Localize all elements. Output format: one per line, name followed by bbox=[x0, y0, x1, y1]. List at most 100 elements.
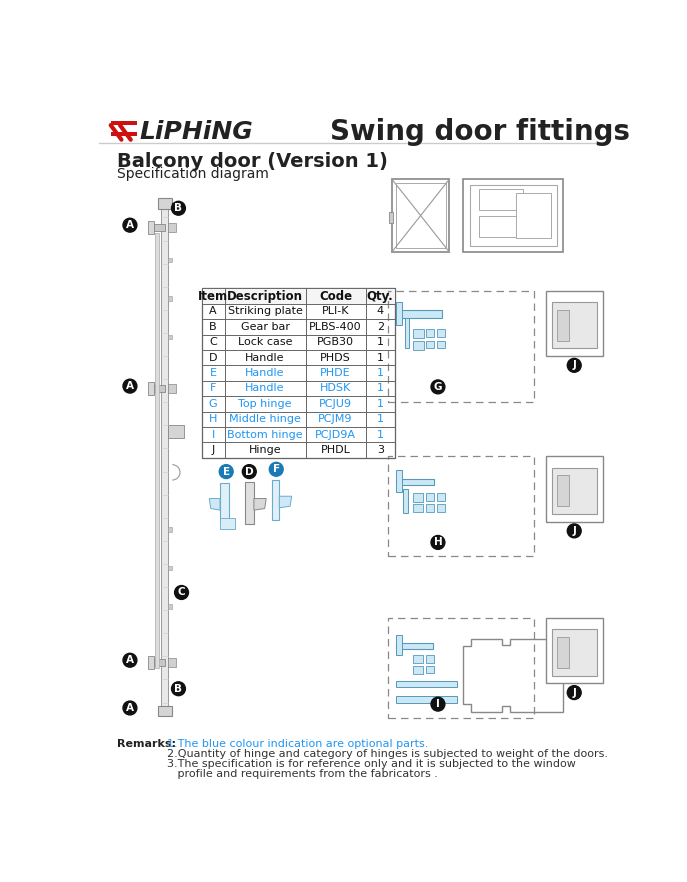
Bar bbox=[517, 193, 551, 238]
Bar bbox=[396, 635, 402, 654]
Text: 1: 1 bbox=[376, 399, 384, 409]
Text: 2.Quantity of hinge and category of hinges is subjected to weight of the doors.: 2.Quantity of hinge and category of hing… bbox=[167, 749, 608, 759]
Bar bbox=[148, 221, 154, 234]
Bar bbox=[396, 310, 442, 318]
Bar bbox=[463, 179, 563, 252]
Text: PGB30: PGB30 bbox=[317, 337, 354, 348]
Text: LiPHiNG: LiPHiNG bbox=[140, 120, 254, 144]
Bar bbox=[479, 216, 523, 236]
Text: Qty.: Qty. bbox=[367, 289, 394, 303]
Circle shape bbox=[243, 465, 256, 479]
Bar bbox=[545, 456, 603, 521]
Text: A: A bbox=[126, 703, 134, 713]
Text: PLBS-400: PLBS-400 bbox=[309, 322, 362, 332]
Text: 4: 4 bbox=[376, 306, 384, 317]
Bar bbox=[111, 132, 137, 136]
Bar bbox=[148, 656, 154, 669]
Text: G: G bbox=[433, 382, 442, 392]
Text: 1: 1 bbox=[376, 415, 384, 424]
Bar bbox=[437, 504, 445, 512]
Text: B: B bbox=[174, 203, 183, 213]
Circle shape bbox=[123, 218, 137, 232]
Bar bbox=[479, 189, 523, 210]
Text: PHDL: PHDL bbox=[321, 445, 350, 455]
Text: PCJD9A: PCJD9A bbox=[315, 430, 356, 439]
Text: F: F bbox=[210, 384, 216, 393]
Text: Middle hinge: Middle hinge bbox=[229, 415, 301, 424]
Text: PHDE: PHDE bbox=[320, 368, 351, 378]
Circle shape bbox=[123, 654, 137, 667]
Text: 1.The blue colour indication are optional parts.: 1.The blue colour indication are optiona… bbox=[167, 739, 428, 749]
Polygon shape bbox=[280, 497, 292, 508]
Circle shape bbox=[123, 379, 137, 393]
Circle shape bbox=[431, 697, 445, 711]
Bar bbox=[157, 198, 172, 209]
Bar bbox=[557, 637, 569, 668]
Text: Remarks:: Remarks: bbox=[117, 739, 176, 749]
Text: E: E bbox=[223, 467, 229, 476]
Text: B: B bbox=[210, 322, 217, 332]
Bar bbox=[552, 303, 597, 348]
Text: A: A bbox=[210, 306, 217, 317]
Text: Handle: Handle bbox=[245, 368, 285, 378]
Text: C: C bbox=[210, 337, 217, 348]
Bar bbox=[154, 224, 165, 231]
Bar bbox=[412, 666, 423, 674]
Text: PCJU9: PCJU9 bbox=[319, 399, 352, 409]
Bar bbox=[412, 654, 423, 663]
Bar bbox=[427, 329, 434, 337]
Bar bbox=[396, 479, 434, 485]
Bar bbox=[437, 340, 445, 348]
Bar bbox=[396, 470, 402, 491]
Text: PLI-K: PLI-K bbox=[322, 306, 349, 317]
Circle shape bbox=[172, 682, 185, 696]
Text: Handle: Handle bbox=[245, 384, 285, 393]
Bar bbox=[388, 291, 534, 402]
Polygon shape bbox=[254, 498, 267, 510]
Text: PHDS: PHDS bbox=[320, 353, 351, 363]
Bar bbox=[168, 334, 172, 340]
Text: D: D bbox=[209, 353, 217, 363]
Text: Lock case: Lock case bbox=[238, 337, 293, 348]
Text: Item: Item bbox=[198, 289, 228, 303]
Text: C: C bbox=[178, 587, 185, 597]
Bar bbox=[412, 504, 423, 512]
Text: 1: 1 bbox=[376, 368, 384, 378]
Text: J: J bbox=[572, 361, 576, 370]
Circle shape bbox=[174, 586, 188, 600]
Bar bbox=[168, 223, 176, 232]
Bar bbox=[168, 658, 176, 667]
Text: I: I bbox=[212, 430, 215, 439]
Text: Swing door fittings: Swing door fittings bbox=[330, 118, 630, 146]
Circle shape bbox=[269, 462, 283, 476]
Text: profile and requirements from the fabricators .: profile and requirements from the fabric… bbox=[167, 769, 438, 779]
Bar bbox=[168, 565, 172, 570]
Text: 2: 2 bbox=[376, 322, 384, 332]
Circle shape bbox=[219, 465, 233, 479]
Text: J: J bbox=[212, 445, 215, 455]
Bar bbox=[427, 666, 434, 673]
Bar bbox=[545, 291, 603, 356]
Bar bbox=[396, 681, 457, 687]
Bar bbox=[111, 121, 137, 125]
Text: A: A bbox=[126, 220, 134, 230]
Bar bbox=[557, 310, 569, 340]
Bar bbox=[168, 258, 172, 262]
Text: Gear bar: Gear bar bbox=[240, 322, 290, 332]
Bar bbox=[552, 467, 597, 514]
Bar bbox=[405, 318, 409, 348]
Bar bbox=[168, 384, 176, 393]
Text: 1: 1 bbox=[376, 384, 384, 393]
Circle shape bbox=[431, 535, 445, 549]
Text: D: D bbox=[245, 467, 254, 476]
Bar bbox=[557, 475, 569, 506]
Bar bbox=[396, 183, 446, 249]
Bar bbox=[388, 456, 534, 557]
Bar bbox=[157, 706, 172, 716]
Text: Top hinge: Top hinge bbox=[238, 399, 292, 409]
Bar bbox=[168, 604, 172, 609]
Bar bbox=[220, 518, 236, 529]
Text: H: H bbox=[209, 415, 217, 424]
Text: HDSK: HDSK bbox=[320, 384, 351, 393]
Bar bbox=[412, 340, 424, 350]
